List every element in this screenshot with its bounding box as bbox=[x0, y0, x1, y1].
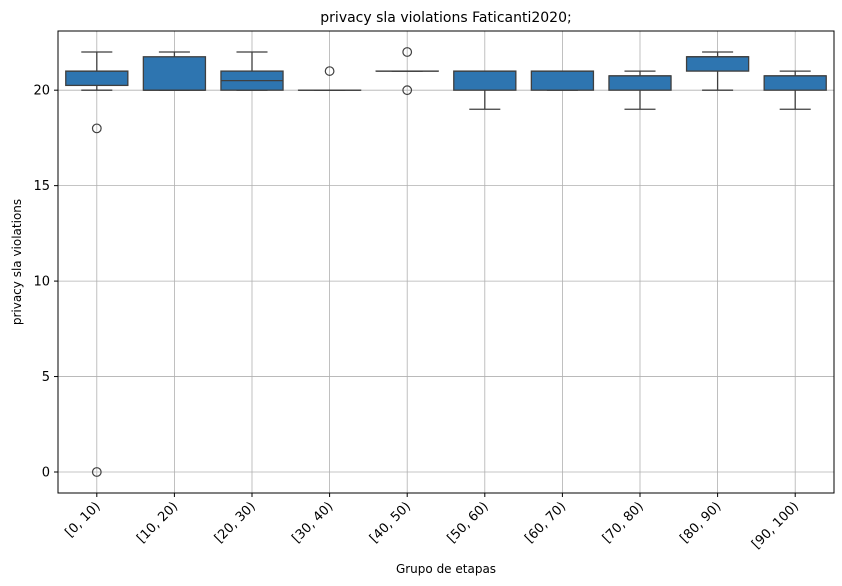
x-tick-label: [30, 40) bbox=[289, 499, 336, 546]
box-2 bbox=[142, 51, 207, 91]
y-axis-ticks: 0 5 10 15 20 bbox=[33, 84, 58, 481]
box-1 bbox=[65, 51, 129, 477]
box-6 bbox=[453, 70, 517, 110]
box-iqr bbox=[142, 56, 207, 91]
x-axis-title: Grupo de etapas bbox=[396, 562, 496, 576]
box-4 bbox=[297, 66, 362, 91]
x-tick-label: [20, 30) bbox=[212, 499, 259, 546]
box-5 bbox=[375, 47, 439, 96]
x-tick-label: [40, 50) bbox=[367, 499, 414, 546]
x-tick-label: [80, 90) bbox=[677, 499, 724, 546]
x-tick-label: [60, 70) bbox=[522, 499, 569, 546]
plot-frame bbox=[57, 30, 835, 494]
outlier-point bbox=[324, 66, 335, 76]
box-iqr bbox=[608, 75, 672, 91]
box-8 bbox=[608, 70, 672, 110]
outlier-point bbox=[402, 85, 413, 96]
y-tick-label: 20 bbox=[33, 84, 50, 99]
box-7 bbox=[530, 70, 595, 91]
x-axis-ticks: [0, 10) [10, 20) [20, 30) [30, 40) [40, 50) [… bbox=[62, 493, 802, 552]
y-tick-label: 10 bbox=[33, 275, 50, 290]
y-tick-label: 0 bbox=[42, 466, 50, 481]
box-iqr bbox=[65, 70, 129, 87]
outlier-point bbox=[91, 123, 102, 134]
y-tick-label: 15 bbox=[33, 179, 50, 194]
y-tick-label: 5 bbox=[42, 370, 50, 385]
x-tick-label: [90, 100) bbox=[749, 499, 802, 552]
x-tick-label: [70, 80) bbox=[600, 499, 647, 546]
box-iqr bbox=[453, 70, 517, 91]
x-tick-label: [10, 20) bbox=[134, 499, 181, 546]
box-iqr bbox=[685, 56, 750, 72]
outlier-point bbox=[402, 47, 413, 57]
box-iqr bbox=[763, 75, 827, 91]
box-3 bbox=[220, 51, 284, 91]
y-axis-title: privacy sla violations bbox=[10, 199, 24, 325]
plot-area bbox=[58, 31, 834, 493]
boxes-group bbox=[65, 47, 827, 477]
x-tick-label: [50, 60) bbox=[445, 499, 492, 546]
box-10 bbox=[763, 70, 827, 110]
box-9 bbox=[685, 51, 750, 91]
x-tick-label: [0, 10) bbox=[62, 499, 103, 540]
chart-title: privacy sla violations Faticanti2020; bbox=[320, 10, 571, 26]
outlier-point bbox=[91, 467, 102, 477]
grid-lines bbox=[58, 31, 834, 493]
box-iqr bbox=[530, 70, 595, 91]
